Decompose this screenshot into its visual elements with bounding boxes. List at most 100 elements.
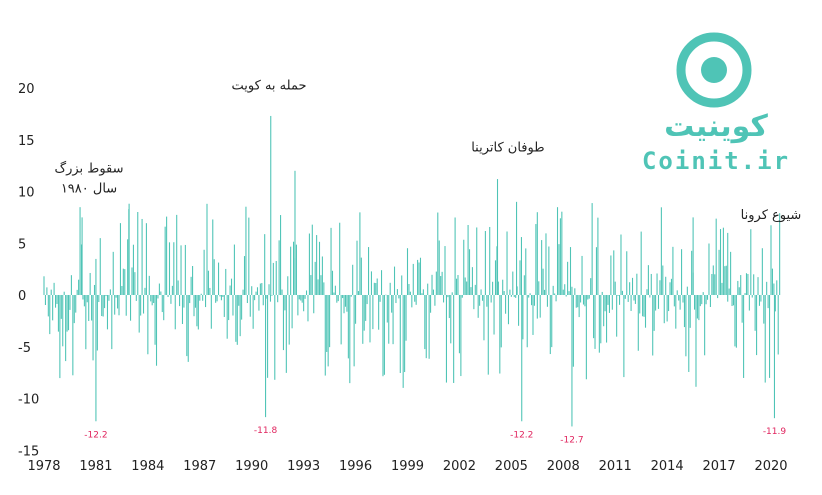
bar (505, 295, 507, 314)
bar (291, 295, 293, 329)
bar (280, 215, 282, 295)
bar (502, 279, 504, 295)
bar (673, 295, 675, 307)
bar (451, 292, 453, 295)
bar (529, 293, 531, 295)
min-value-label: -12.2 (84, 430, 107, 440)
y-tick-label: 10 (18, 186, 35, 201)
bar (535, 224, 537, 295)
logo-latin-text: Coinit.ir (642, 147, 790, 175)
bar (430, 295, 432, 313)
bar (163, 295, 165, 321)
bar (277, 295, 279, 303)
bar (636, 273, 638, 295)
bar (151, 295, 153, 306)
bar (327, 295, 329, 367)
bar (262, 295, 264, 306)
bar (507, 295, 510, 325)
bar (252, 295, 254, 329)
bar (366, 295, 368, 305)
bar (399, 295, 401, 373)
bar (734, 295, 736, 347)
bar (763, 295, 765, 324)
bar (301, 295, 303, 303)
bar (432, 289, 435, 295)
bar (597, 217, 599, 295)
bar (372, 295, 374, 330)
bar (398, 295, 400, 299)
bar (117, 295, 119, 309)
bar (500, 295, 502, 348)
bar (699, 295, 701, 307)
bar (463, 239, 465, 295)
bar (604, 295, 606, 312)
bar (362, 295, 364, 344)
bar (418, 262, 420, 295)
bar (741, 295, 743, 323)
bar (477, 295, 479, 318)
annotation-label: طوفان کاترینا (471, 141, 544, 156)
bar (435, 271, 437, 295)
y-tick-label: 0 (18, 289, 26, 304)
bar (313, 295, 315, 314)
bar (134, 272, 136, 295)
bar (305, 290, 308, 295)
bar (389, 282, 391, 295)
bar (631, 277, 634, 295)
bar (316, 235, 318, 295)
bar (124, 269, 126, 295)
bar (471, 267, 473, 295)
bar (536, 212, 538, 295)
x-tick-label: 2011 (599, 459, 632, 474)
bar (153, 295, 155, 304)
bar (347, 295, 349, 359)
bar (682, 295, 684, 303)
bar (419, 257, 422, 295)
bar (206, 203, 208, 295)
bar (226, 295, 228, 339)
bar (148, 275, 150, 295)
bar (183, 295, 185, 308)
bar (640, 231, 642, 295)
bar (688, 295, 690, 372)
x-tick-label: 1990 (235, 459, 268, 474)
bar (271, 295, 273, 296)
bar (506, 231, 508, 295)
bar (357, 291, 359, 295)
bar (761, 248, 763, 295)
x-tick-label: 1993 (287, 459, 320, 474)
bar (220, 295, 222, 301)
bar (44, 295, 46, 306)
bar (428, 295, 430, 359)
bar (261, 283, 263, 295)
bar (773, 283, 775, 295)
bar (203, 249, 205, 295)
bar (119, 223, 121, 295)
bar (268, 284, 270, 295)
bar (370, 271, 372, 295)
bar (101, 295, 103, 317)
bar (715, 218, 717, 295)
bar (50, 289, 52, 295)
bar (385, 294, 387, 296)
bar (659, 280, 661, 295)
bar (166, 216, 168, 295)
bar (140, 295, 142, 316)
bar (676, 290, 678, 295)
bar (414, 295, 416, 302)
bar (171, 285, 173, 295)
bar (320, 275, 322, 295)
bar (256, 287, 259, 295)
bar (639, 295, 641, 314)
y-tick-label: 5 (18, 237, 26, 252)
bar (706, 295, 709, 300)
bar (355, 295, 357, 324)
bar (771, 268, 773, 295)
bar (708, 243, 710, 295)
bar (655, 295, 657, 311)
bar (290, 246, 292, 295)
bar (274, 295, 276, 380)
bar (186, 295, 188, 357)
bar (603, 295, 605, 327)
bar (499, 295, 501, 374)
